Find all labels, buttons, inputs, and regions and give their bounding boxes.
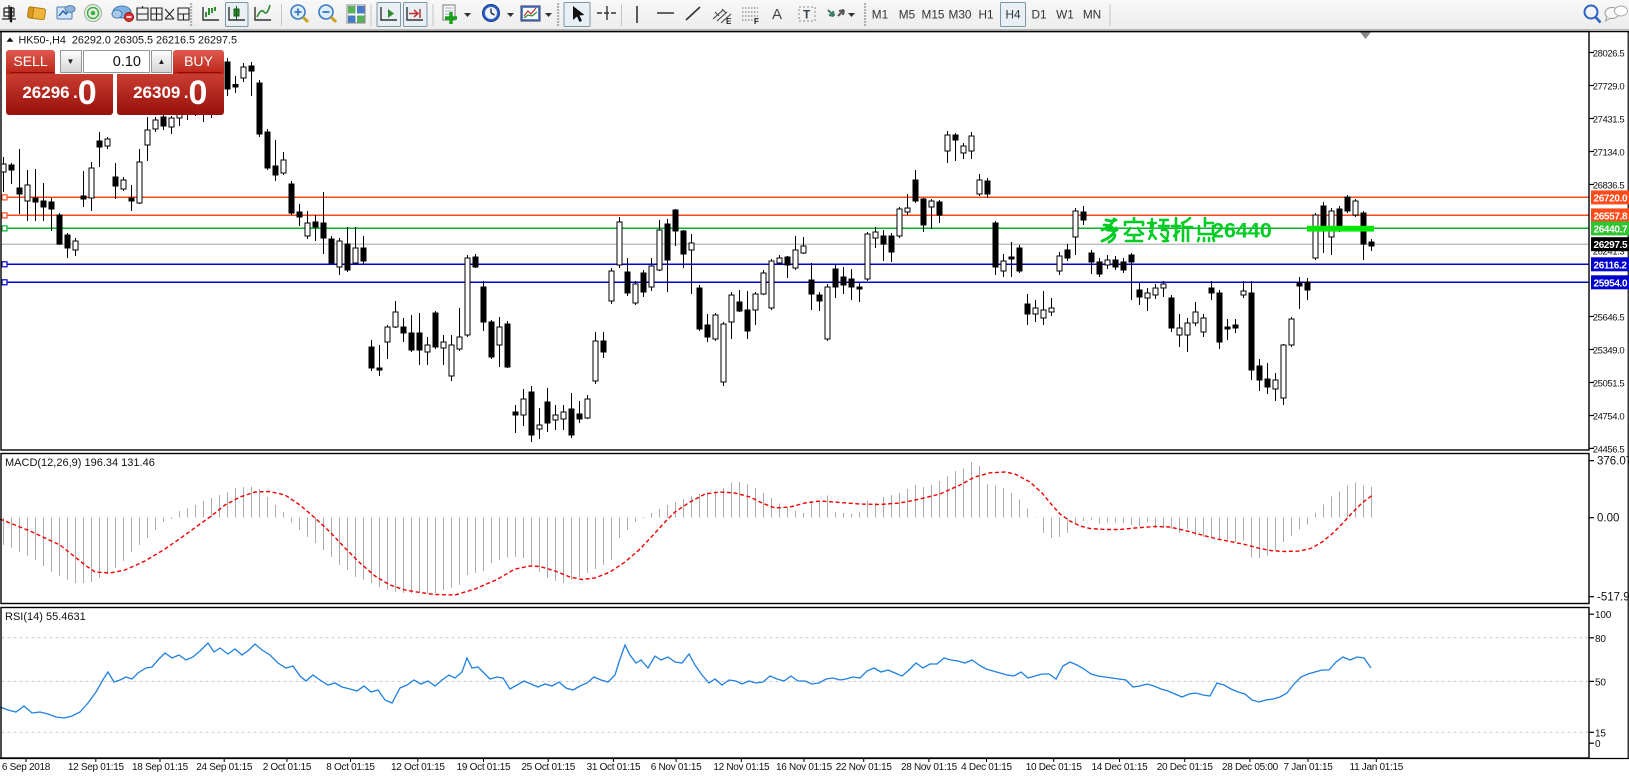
svg-text:A: A [772,6,782,23]
svg-text:MACD(12,26,9) 196.34 131.46: MACD(12,26,9) 196.34 131.46 [5,457,155,469]
svg-text:RSI(14) 55.4631: RSI(14) 55.4631 [5,611,86,623]
svg-text:F: F [754,17,759,26]
svg-text:376.07: 376.07 [1597,456,1629,468]
svg-text:E: E [726,17,732,26]
svg-text:16 Nov 01:15: 16 Nov 01:15 [776,762,833,773]
svg-text:27134.0: 27134.0 [1593,148,1625,159]
svg-text:12 Oct 01:15: 12 Oct 01:15 [391,762,445,773]
svg-text:M5: M5 [899,8,916,22]
svg-text:26297.5: 26297.5 [1594,240,1628,251]
svg-text:15: 15 [1595,728,1606,739]
svg-text:28 Dec 05:00: 28 Dec 05:00 [1222,762,1279,773]
svg-text:14 Dec 01:15: 14 Dec 01:15 [1092,762,1149,773]
svg-text:19 Oct 01:15: 19 Oct 01:15 [457,762,511,773]
svg-text:50: 50 [1595,677,1606,688]
svg-text:100: 100 [1595,610,1612,621]
svg-text:11 Jan 01:15: 11 Jan 01:15 [1350,762,1404,773]
svg-text:26557.8: 26557.8 [1594,211,1628,222]
svg-text:26836.5: 26836.5 [1593,181,1625,192]
svg-text:31 Oct 01:15: 31 Oct 01:15 [587,762,641,773]
svg-text:26440: 26440 [1212,219,1272,243]
svg-text:H4: H4 [1005,8,1021,22]
svg-text:HK50-,H4 26292.0 26305.5 2621: HK50-,H4 26292.0 26305.5 26216.5 26297.5 [19,35,238,47]
svg-text:7 Jan 01:15: 7 Jan 01:15 [1284,762,1334,773]
svg-text:25646.5: 25646.5 [1593,313,1625,324]
svg-text:26440.7: 26440.7 [1594,224,1628,235]
svg-text:25 Oct 01:15: 25 Oct 01:15 [521,762,575,773]
svg-text:0: 0 [1595,739,1601,750]
svg-text:6 Nov 01:15: 6 Nov 01:15 [651,762,702,773]
svg-text:25051.5: 25051.5 [1593,379,1625,390]
svg-text:24754.0: 24754.0 [1593,412,1625,423]
svg-text:12 Sep 01:15: 12 Sep 01:15 [68,762,125,773]
svg-text:22 Nov 01:15: 22 Nov 01:15 [836,762,893,773]
svg-text:8 Oct 01:15: 8 Oct 01:15 [326,762,375,773]
svg-text:28 Nov 01:15: 28 Nov 01:15 [901,762,958,773]
svg-text:10 Dec 01:15: 10 Dec 01:15 [1026,762,1083,773]
svg-text:26116.2: 26116.2 [1594,260,1628,271]
svg-text:H1: H1 [978,8,993,22]
svg-text:20 Dec 01:15: 20 Dec 01:15 [1157,762,1214,773]
svg-text:4 Dec 01:15: 4 Dec 01:15 [961,762,1012,773]
svg-text:27431.5: 27431.5 [1593,115,1625,126]
svg-text:M30: M30 [949,8,972,22]
svg-text:24456.5: 24456.5 [1593,444,1625,455]
svg-text:28026.5: 28026.5 [1593,49,1625,60]
svg-text:T: T [803,8,811,22]
svg-text:MN: MN [1083,8,1101,22]
svg-text:80: 80 [1595,634,1606,645]
svg-text:26720.0: 26720.0 [1594,193,1628,204]
svg-text:6 Sep 2018: 6 Sep 2018 [2,762,51,773]
svg-text:W1: W1 [1056,8,1074,22]
svg-text:18 Sep 01:15: 18 Sep 01:15 [132,762,189,773]
svg-text:0.00: 0.00 [1597,513,1619,525]
svg-text:12 Nov 01:15: 12 Nov 01:15 [713,762,770,773]
svg-text:M1: M1 [872,8,888,22]
svg-text:2 Oct 01:15: 2 Oct 01:15 [263,762,312,773]
svg-text:27729.0: 27729.0 [1593,82,1625,93]
svg-text:25349.0: 25349.0 [1593,346,1625,357]
svg-text:25954.0: 25954.0 [1594,278,1628,289]
svg-text:24 Sep 01:15: 24 Sep 01:15 [196,762,253,773]
svg-text:26241.3: 26241.3 [1593,247,1625,258]
svg-text:D1: D1 [1031,8,1046,22]
svg-text:M15: M15 [922,8,945,22]
svg-text:-517.93: -517.93 [1597,592,1629,604]
